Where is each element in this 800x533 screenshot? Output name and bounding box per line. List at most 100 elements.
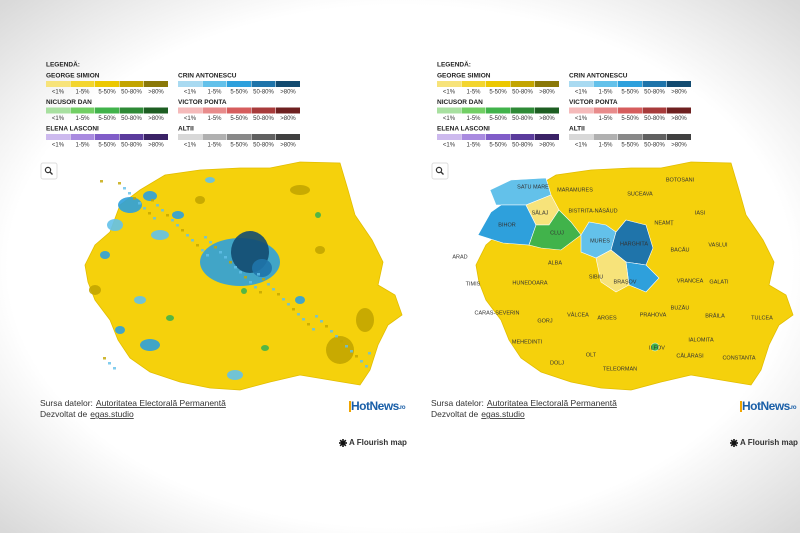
- legend-swatch: [618, 107, 642, 114]
- flourish-credit[interactable]: A Flourish map: [730, 438, 798, 447]
- legend-swatch: [95, 81, 119, 87]
- legend-bin-label: <1%: [184, 90, 197, 96]
- source-link[interactable]: Autoritatea Electorală Permanentă: [96, 398, 226, 408]
- legend-swatch: [486, 81, 510, 87]
- legend-swatch: [46, 81, 70, 87]
- legend-bin-label: 5-50%: [621, 116, 639, 122]
- locality-shading: [123, 187, 126, 190]
- legend-swatch: [202, 107, 227, 114]
- credit-icon[interactable]: [730, 439, 738, 447]
- legend-swatch: [144, 81, 168, 87]
- locality-shading: [151, 199, 154, 202]
- search-icon[interactable]: [44, 166, 52, 174]
- legend-bin-label: >80%: [671, 116, 687, 122]
- logo: HotNews.ro: [742, 399, 797, 413]
- legend-bin-label: 1-5%: [75, 90, 90, 96]
- region-shading: [118, 197, 142, 213]
- county: [650, 342, 660, 352]
- county-label: ALBA: [548, 260, 562, 266]
- search-box[interactable]: [431, 162, 449, 180]
- legend: LEGENDĂ: GEORGE SIMION <1% 1-5% 5-50% 50-80% >…: [437, 60, 691, 149]
- county-label: SUCEAVA: [627, 191, 653, 197]
- search-box[interactable]: [40, 162, 58, 180]
- legend-bin-label: 1-5%: [207, 116, 222, 122]
- locality-shading: [196, 244, 199, 247]
- county-label: HUNEDOARA: [512, 280, 547, 286]
- region-shading: [134, 296, 146, 304]
- legend-swatch: [642, 107, 667, 114]
- legend-bin-label: 5-50%: [489, 90, 507, 96]
- county-label: MEHEDINTI: [512, 339, 543, 345]
- legend-swatch: [510, 107, 535, 114]
- legend-bin-label: 1-5%: [207, 143, 222, 149]
- locality-shading: [259, 291, 262, 294]
- legend-bin-label: 1-5%: [598, 116, 613, 122]
- locality-shading: [161, 209, 164, 212]
- locality-shading: [257, 273, 260, 276]
- legend-swatch: [437, 81, 461, 87]
- search-icon[interactable]: [440, 171, 444, 175]
- locality-shading: [302, 318, 305, 321]
- search-icon[interactable]: [435, 166, 443, 174]
- legend-swatch: [119, 107, 144, 114]
- county-label: OLT: [586, 352, 597, 358]
- region-shading: [326, 336, 354, 364]
- locality-shading: [262, 278, 265, 281]
- county-label: TULCEA: [751, 315, 773, 321]
- legend-swatch: [535, 81, 559, 87]
- legend-swatch: [251, 107, 276, 114]
- legend-bin-label: 50-80%: [644, 90, 665, 96]
- search-button[interactable]: [40, 162, 58, 180]
- legend-bin-label: >80%: [539, 90, 555, 96]
- region-shading: [115, 326, 125, 334]
- legend-swatch: [510, 134, 535, 140]
- locality-shading: [181, 229, 184, 232]
- region-shading: [295, 296, 305, 304]
- legend-bin-label: 5-50%: [621, 143, 639, 149]
- legend-swatch: [276, 134, 300, 140]
- locality-shading: [171, 219, 174, 222]
- legend-bin-label: >80%: [539, 116, 555, 122]
- county-label: MURES: [590, 238, 610, 244]
- developer-link[interactable]: egas.studio: [90, 409, 134, 419]
- legend-bin-label: <1%: [443, 116, 456, 122]
- developer-label: Dezvoltat de: [40, 409, 88, 419]
- legend-bin-label: 50-80%: [253, 116, 274, 122]
- locality-shading: [143, 207, 146, 210]
- legend-bin-label: 5-50%: [621, 90, 639, 96]
- legend-bin-label: <1%: [575, 143, 588, 149]
- legend-bin-label: 50-80%: [644, 116, 665, 122]
- legend-swatch: [461, 107, 486, 114]
- logo-name: HotNews: [351, 399, 400, 413]
- flourish-credit[interactable]: A Flourish map: [339, 438, 407, 447]
- credit-text[interactable]: A Flourish map: [349, 438, 407, 447]
- search-icon[interactable]: [49, 171, 53, 175]
- legend-bin-label: <1%: [575, 90, 588, 96]
- left-panel: LEGENDĂ: GEORGE SIMION <1% 1-5% 5-50% 50-80% >…: [40, 60, 407, 447]
- county-label: GORJ: [537, 318, 553, 324]
- legend-bin-label: 1-5%: [466, 143, 481, 149]
- legend-group-name: ALTII: [178, 126, 194, 133]
- county-label: BRĂILA: [705, 312, 725, 319]
- legend-swatch: [144, 107, 168, 114]
- credit-text[interactable]: A Flourish map: [740, 438, 798, 447]
- legend-bin-label: >80%: [280, 143, 296, 149]
- legend-swatch: [95, 134, 119, 140]
- legend-group-name: NICUSOR DAN: [46, 99, 92, 106]
- legend-swatch: [251, 81, 276, 87]
- search-button[interactable]: [431, 162, 449, 180]
- legend-swatch: [618, 134, 642, 140]
- source-link[interactable]: Autoritatea Electorală Permanentă: [487, 398, 617, 408]
- locality-shading: [108, 362, 111, 365]
- county-label: VRANCEA: [677, 278, 704, 284]
- legend-group-name: ELENA LASCONI: [437, 126, 490, 133]
- credit-icon[interactable]: [339, 439, 347, 447]
- county-label: DOLJ: [550, 360, 564, 366]
- county-label: BISTRITA-NĂSĂUD: [568, 207, 617, 214]
- developer-link[interactable]: egas.studio: [481, 409, 525, 419]
- locality-shading: [224, 256, 227, 259]
- map: SATU MARE MARAMURES BOTOSANI SUCEAVA SĂLAJ BI…: [452, 161, 794, 391]
- locality-shading: [148, 212, 151, 215]
